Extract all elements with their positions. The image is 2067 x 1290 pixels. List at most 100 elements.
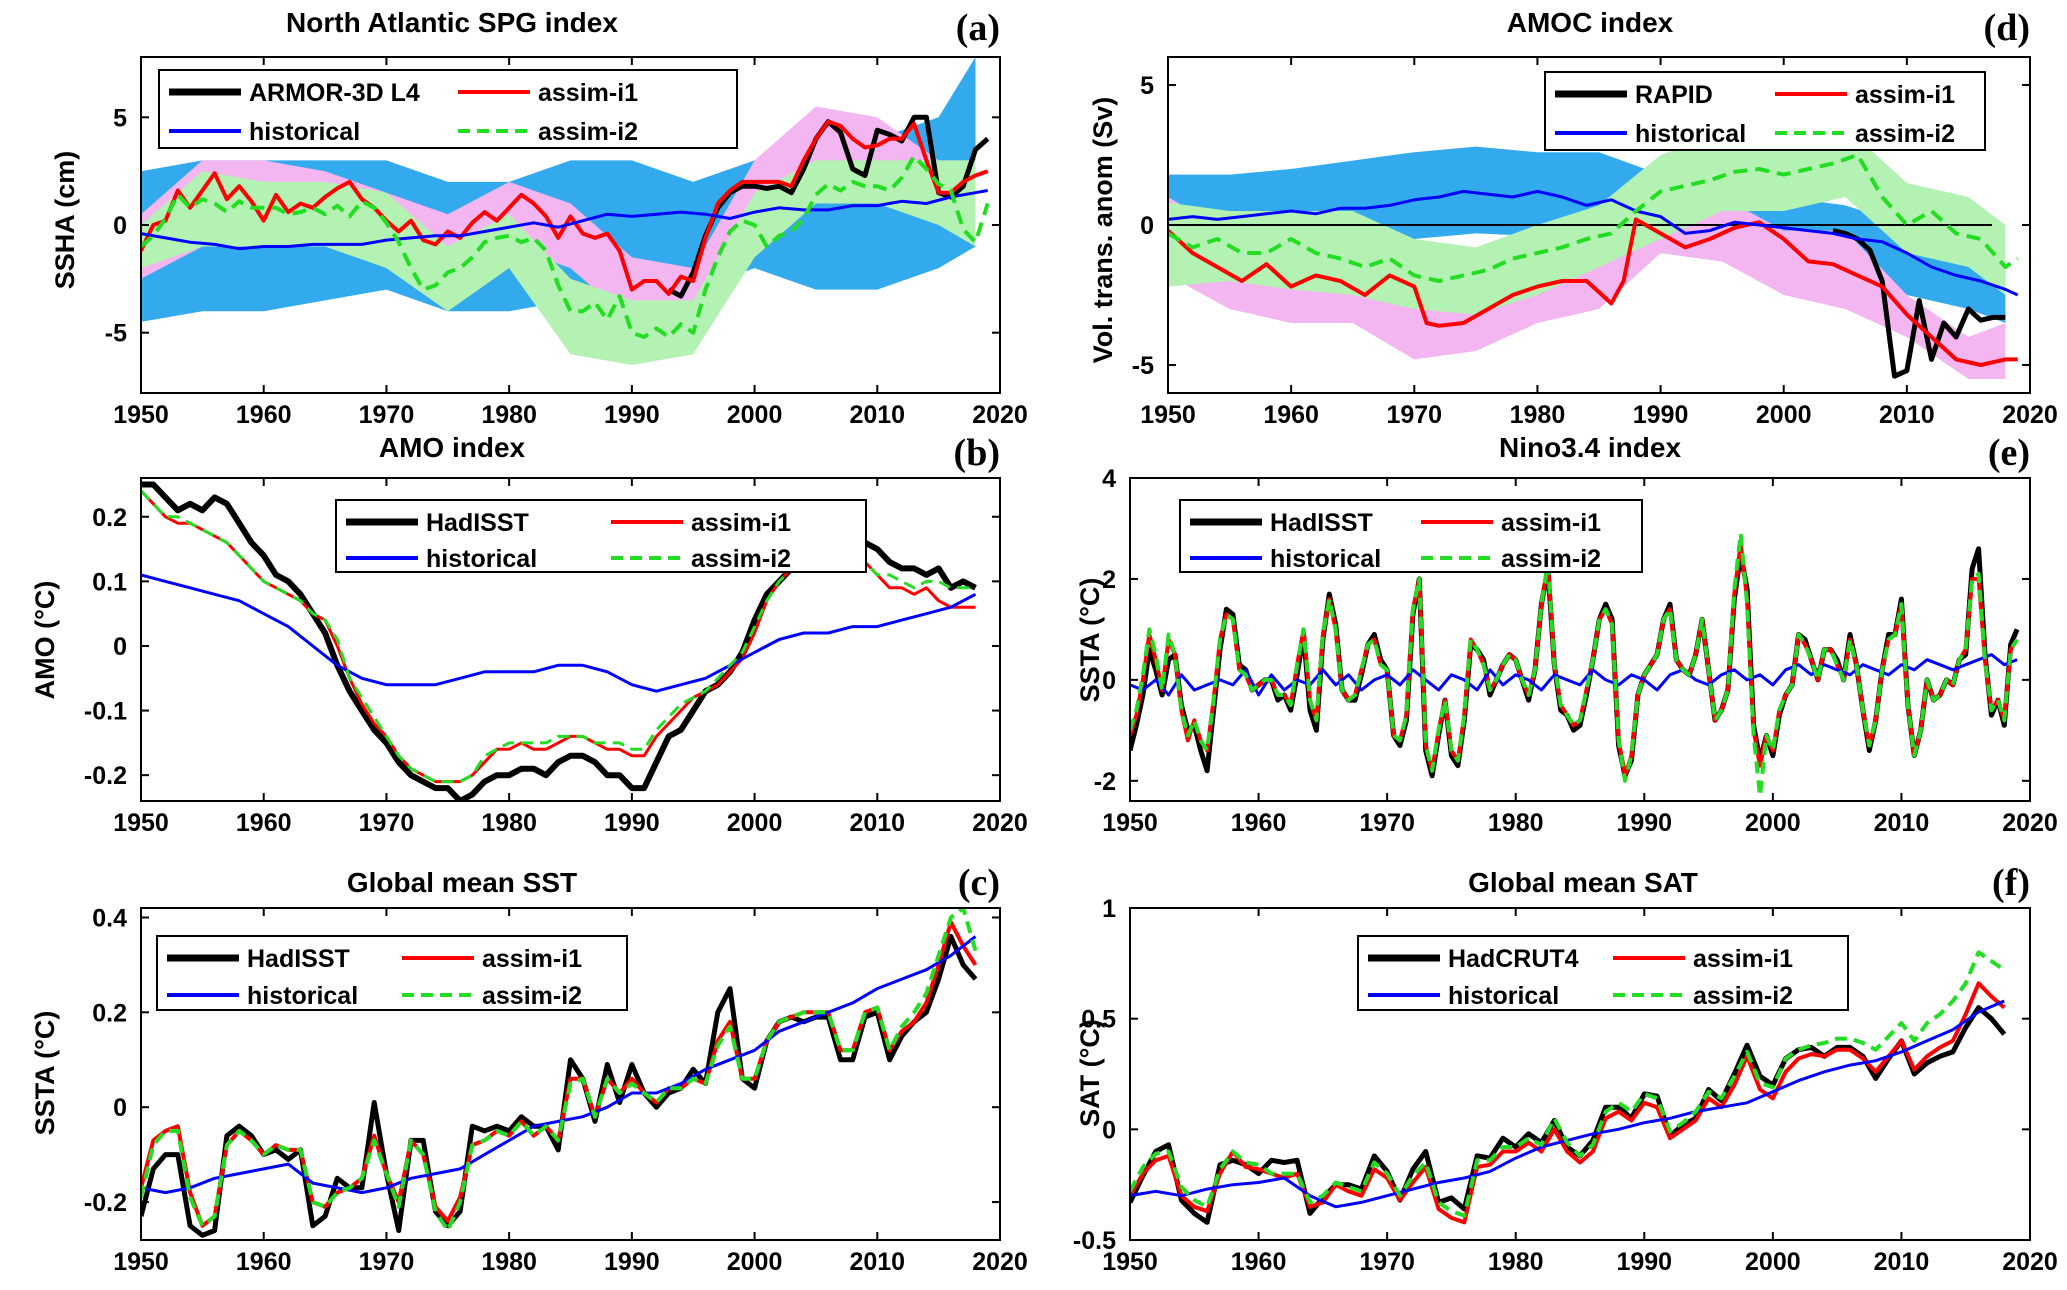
- panel-f: 1950 1960 1970 1980 1990 2000 2010 2020 -0.5 0 0.5…: [1073, 862, 2058, 1276]
- plot-area: [141, 908, 978, 1238]
- x-tick-label: 1990: [1616, 809, 1672, 837]
- y-tick-label: 4: [1102, 465, 1116, 493]
- x-tick-label: 2010: [849, 1248, 905, 1276]
- legend-label: HadCRUT4: [1448, 945, 1579, 973]
- legend-label: assim-i1: [691, 509, 791, 537]
- legend-label: historical: [1448, 982, 1559, 1010]
- series-assim-i2: [141, 908, 978, 1233]
- x-tick-label: 2020: [2002, 1248, 2058, 1276]
- y-tick-label: -0.1: [84, 698, 127, 726]
- series-rapid: [1832, 228, 2006, 379]
- y-tick-label: 0: [113, 1094, 127, 1122]
- plot-area: [1130, 950, 2007, 1225]
- x-tick-label: 2000: [727, 1248, 783, 1276]
- x-tick-label: 2000: [1745, 809, 1801, 837]
- series-assim-i1: [1168, 217, 2018, 367]
- chart-title: North Atlantic SPG index: [286, 7, 618, 38]
- panel-label: (f): [1992, 862, 2030, 904]
- series-assim-i2: [141, 489, 976, 784]
- x-tick-label: 1980: [481, 401, 537, 429]
- legend-box: [1544, 71, 1986, 151]
- legend: HadISST assim-i1 historical assim-i2: [335, 499, 867, 573]
- x-tick-label: 1990: [604, 401, 660, 429]
- series-hadisst: [141, 934, 978, 1238]
- legend: HadISST assim-i1 historical assim-i2: [1179, 499, 1643, 573]
- x-tick-label: 2020: [972, 401, 1028, 429]
- x-tick-label: 1950: [113, 809, 169, 837]
- series-historical: [141, 189, 988, 251]
- legend-label: HadISST: [426, 509, 529, 537]
- series-assim-i2: [141, 154, 990, 339]
- series-hadcrut4: [1130, 1005, 2007, 1225]
- legend-label: historical: [426, 545, 537, 573]
- legend-label: assim-i1: [538, 79, 638, 107]
- x-tick-label: 1950: [113, 401, 169, 429]
- x-tick-label: 1980: [1510, 401, 1566, 429]
- y-axis-label: Vol. trans. anom (Sv): [1088, 97, 1118, 364]
- x-tick-label: 2000: [1745, 1248, 1801, 1276]
- y-axis-label: SSHA (cm): [50, 151, 80, 290]
- panel-label: (a): [956, 7, 1000, 49]
- y-axis-label: SAT (°C): [1075, 1019, 1105, 1127]
- legend-label: assim-i2: [1693, 982, 1793, 1010]
- legend-label: historical: [249, 118, 360, 146]
- legend-label: assim-i1: [1501, 509, 1601, 537]
- x-tick-label: 1960: [236, 401, 292, 429]
- x-tick-label: 1980: [481, 809, 537, 837]
- series-historical: [141, 573, 977, 693]
- x-tick-label: 1990: [604, 1248, 660, 1276]
- x-tick-label: 1960: [1231, 809, 1287, 837]
- y-tick-label: -0.2: [84, 1189, 127, 1217]
- x-tick-label: 2010: [1874, 1248, 1930, 1276]
- series-historical: [1130, 653, 2018, 697]
- x-tick-label: 2020: [972, 809, 1028, 837]
- x-tick-label: 1950: [1102, 1248, 1158, 1276]
- x-tick-label: 1970: [1359, 809, 1415, 837]
- series-hadisst: [1130, 546, 2020, 779]
- chart-title: AMO index: [379, 432, 526, 463]
- y-tick-label: 5: [113, 104, 127, 132]
- legend-label: RAPID: [1635, 81, 1713, 109]
- legend-label: assim-i2: [538, 118, 638, 146]
- series-assim-i1: [1130, 541, 2019, 778]
- legend-label: ARMOR-3D L4: [249, 79, 420, 107]
- legend-label: assim-i2: [691, 545, 791, 573]
- y-tick-label: 0: [113, 212, 127, 240]
- legend-label: assim-i1: [1855, 81, 1955, 109]
- series-historical: [1168, 189, 2019, 297]
- y-tick-label: -0.2: [84, 762, 127, 790]
- series-assim-i1: [141, 119, 989, 296]
- legend-label: HadISST: [247, 945, 350, 973]
- x-tick-label: 2020: [972, 1248, 1028, 1276]
- x-tick-label: 1960: [236, 1248, 292, 1276]
- x-tick-label: 1950: [1102, 809, 1158, 837]
- y-axis-label: SSTA (°C): [1075, 578, 1105, 703]
- x-tick-label: 1970: [359, 809, 415, 837]
- x-tick-label: 1960: [1231, 1248, 1287, 1276]
- axes-box: [140, 907, 1001, 1241]
- band-assim-i1-spread: [1168, 197, 2006, 379]
- x-tick-label: 1970: [1359, 1248, 1415, 1276]
- y-tick-label: 0.2: [92, 999, 127, 1027]
- y-tick-label: -2: [1094, 768, 1116, 796]
- x-tick-label: 2000: [727, 809, 783, 837]
- legend-box: [335, 499, 867, 573]
- y-tick-label: 0: [1102, 667, 1116, 695]
- x-tick-label: 2010: [1874, 809, 1930, 837]
- series-assim-i2: [1130, 950, 2006, 1218]
- x-tick-label: 2000: [727, 401, 783, 429]
- panel-d: 1950 1960 1970 1980 1990 2000 2010 2020 -5 0 5 AMOC…: [1088, 7, 2058, 429]
- y-tick-label: 2: [1102, 566, 1116, 594]
- axes-box: [140, 477, 1001, 802]
- legend-box: [1357, 935, 1849, 1011]
- y-tick-label: 0: [1102, 1116, 1116, 1144]
- x-tick-label: 2020: [2002, 401, 2058, 429]
- y-tick-label: 5: [1140, 72, 1154, 100]
- band-assim-i1-spread: [141, 106, 976, 322]
- y-axis-label: AMO (°C): [30, 581, 60, 700]
- y-tick-label: 0: [113, 633, 127, 661]
- plot-area: [141, 57, 990, 365]
- chart-title: Nino3.4 index: [1499, 432, 1681, 463]
- x-tick-label: 1950: [1140, 401, 1196, 429]
- x-tick-label: 1980: [1488, 809, 1544, 837]
